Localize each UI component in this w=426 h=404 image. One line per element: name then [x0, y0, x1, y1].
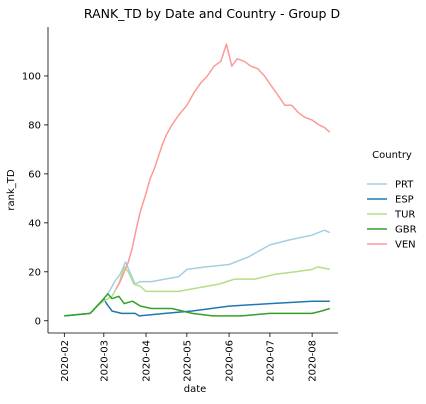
series-line-ven	[115, 43, 331, 290]
legend-label: VEN	[395, 240, 416, 251]
y-tick-label: 0	[35, 316, 41, 327]
legend-title: Country	[372, 150, 412, 161]
y-tick-label: 60	[28, 169, 41, 180]
y-tick-label: 40	[28, 218, 41, 229]
series-lines	[64, 43, 331, 317]
x-tick-label: 2020-08	[308, 340, 319, 382]
x-tick-label: 2020-06	[225, 340, 236, 382]
chart-title: RANK_TD by Date and Country - Group D	[84, 6, 340, 21]
axes: 0 20 40 60 80 100 2020-02 2020-03 2020-04 2020-05…	[22, 27, 338, 382]
legend-label: TUR	[394, 210, 415, 221]
y-tick-label: 100	[22, 71, 41, 82]
y-tick-label: 20	[28, 267, 41, 278]
series-line-gbr	[64, 293, 331, 317]
series-line-tur	[64, 266, 330, 317]
x-tick-label: 2020-02	[60, 340, 71, 382]
x-axis-label: date	[184, 384, 207, 395]
x-tick-label: 2020-07	[265, 340, 276, 382]
legend-label: ESP	[395, 195, 414, 206]
legend-label: PRT	[395, 180, 414, 191]
y-tick-label: 80	[28, 120, 41, 131]
x-tick-label: 2020-04	[142, 340, 153, 382]
y-axis-label: rank_TD	[6, 169, 17, 210]
x-tick-label: 2020-03	[99, 340, 110, 382]
x-tick-label: 2020-05	[182, 340, 193, 382]
legend: Country PRT ESP TUR GBR VEN	[367, 150, 417, 251]
legend-label: GBR	[395, 225, 417, 236]
